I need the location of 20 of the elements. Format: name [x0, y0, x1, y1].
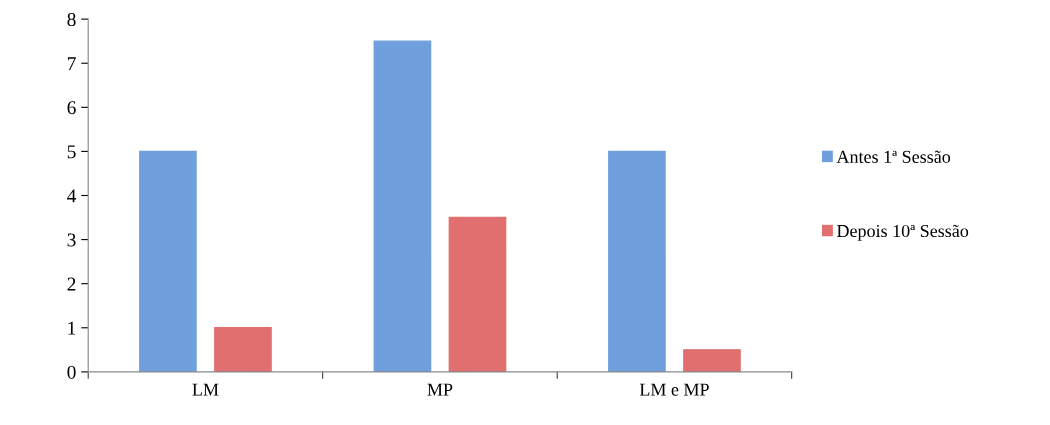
y-tick-label: 2: [67, 277, 76, 291]
y-tick-label: 4: [67, 189, 77, 203]
y-tick-label: 7: [67, 57, 76, 70]
legend-label: Depois 10ª Sessão: [836, 224, 969, 241]
bar: [373, 40, 432, 372]
bar: [139, 150, 197, 372]
bar: [683, 349, 741, 372]
legend-label: Antes 1ª Sessão: [836, 150, 951, 163]
bar: [448, 216, 507, 372]
y-tick-label: 6: [67, 101, 76, 115]
x-tick-label: LM: [192, 383, 219, 396]
bar: [608, 150, 666, 372]
x-tick-label: MP: [427, 383, 453, 396]
y-tick-label: 0: [67, 365, 76, 379]
y-tick-label: 5: [67, 145, 76, 159]
x-tick-label: LM e MP: [639, 383, 709, 396]
y-tick-label: 8: [67, 12, 76, 27]
y-tick-label: 1: [68, 321, 76, 335]
bar: [214, 327, 272, 372]
y-tick-label: 3: [67, 233, 76, 247]
